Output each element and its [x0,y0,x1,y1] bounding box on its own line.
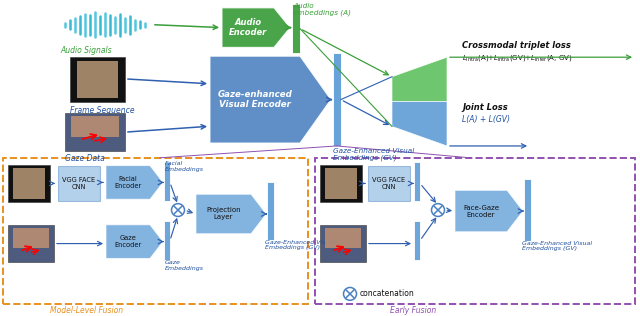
Bar [320,165,362,202]
Polygon shape [210,56,331,143]
Bar [70,57,125,101]
Text: Audio
embeddings (A): Audio embeddings (A) [293,3,351,16]
Polygon shape [106,166,163,199]
Text: Facial
Embeddings: Facial Embeddings [165,161,204,172]
Bar [13,228,49,248]
Bar [77,61,118,98]
Text: Facial
Encoder: Facial Encoder [115,176,141,189]
Bar [325,168,357,199]
Bar [164,221,170,260]
Text: Frame Sequence: Frame Sequence [70,106,134,114]
Text: Gaze
Embeddings: Gaze Embeddings [165,260,204,271]
Bar [368,166,410,201]
Bar [8,225,54,262]
Text: VGG FACE
CNN: VGG FACE CNN [63,177,95,190]
Bar [3,158,308,304]
Bar [320,225,366,262]
Text: Audio Signals: Audio Signals [60,46,111,55]
Bar [414,162,420,201]
Bar [414,221,420,260]
Bar [13,168,45,199]
Circle shape [172,204,184,216]
Text: Gaze Data: Gaze Data [65,154,105,163]
Text: Gaze-Enhanced Visual
Embeddings (GV): Gaze-Enhanced Visual Embeddings (GV) [522,240,592,252]
Text: Audio
Encoder: Audio Encoder [229,18,267,37]
Bar [324,228,362,248]
Polygon shape [106,225,163,258]
Polygon shape [392,101,447,146]
Bar [71,116,119,137]
Polygon shape [222,8,290,47]
Text: Projection
Layer: Projection Layer [206,208,241,221]
Text: L(A) + L(GV): L(A) + L(GV) [462,115,510,125]
Polygon shape [455,190,523,232]
Bar [292,4,300,53]
Bar [268,182,274,240]
Text: Gaze-enhanced
Visual Encoder: Gaze-enhanced Visual Encoder [218,90,292,109]
Text: VGG FACE
CNN: VGG FACE CNN [372,177,406,190]
Text: Model-Level Fusion: Model-Level Fusion [50,306,123,315]
Bar [315,158,635,304]
Polygon shape [392,57,447,101]
Polygon shape [196,194,266,234]
Bar [8,165,50,202]
Bar [524,179,531,240]
Text: $\it{L}_{\rm{intra}}$(A)+$\it{L}_{\rm{intra}}$(GV)+$\it{L}_{\rm{inter}}$(A, GV): $\it{L}_{\rm{intra}}$(A)+$\it{L}_{\rm{in… [462,53,573,63]
Bar [65,113,125,151]
Text: Joint Loss: Joint Loss [462,103,508,112]
Bar [58,166,100,201]
Text: Gaze-Enhanced Visual
Embeddings (GV): Gaze-Enhanced Visual Embeddings (GV) [265,240,335,251]
Circle shape [344,288,356,300]
Text: concatenation: concatenation [360,289,415,298]
Text: Gaze
Encoder: Gaze Encoder [115,235,141,248]
Circle shape [431,204,445,216]
Text: Face-Gaze
Encoder: Face-Gaze Encoder [463,204,499,217]
Bar [333,53,341,146]
Text: Early Fusion: Early Fusion [390,306,436,315]
Text: Gaze-Enhanced Visual
Embeddings (GV): Gaze-Enhanced Visual Embeddings (GV) [333,148,414,161]
Text: Crossmodal triplet loss: Crossmodal triplet loss [462,41,571,51]
Bar [164,162,170,201]
